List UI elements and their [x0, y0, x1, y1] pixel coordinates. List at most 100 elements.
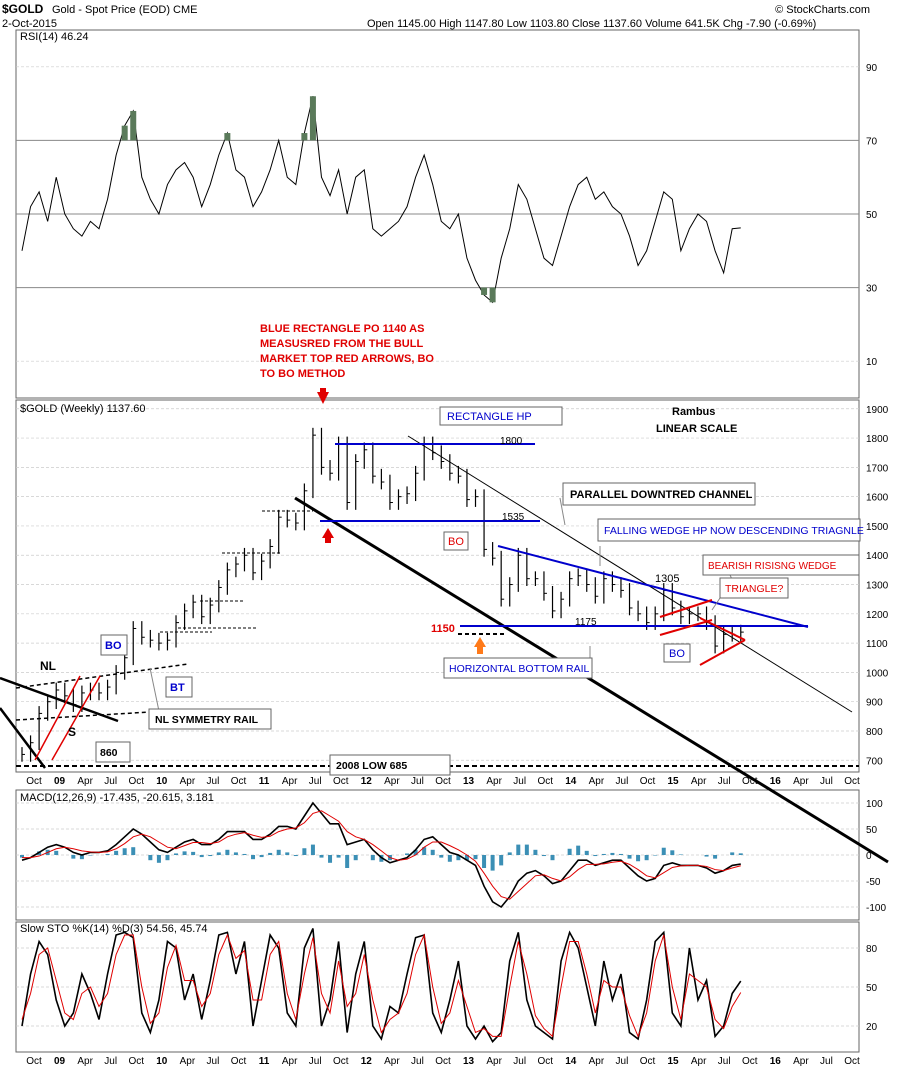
price-x-tick-label: Jul — [411, 776, 424, 787]
price-x-tick-label: Oct — [844, 776, 860, 787]
macd-histogram-bar — [122, 848, 127, 855]
series-layer — [20, 96, 744, 1043]
bottom-red-arrow-stem — [325, 536, 331, 543]
macd-histogram-bar — [336, 855, 341, 858]
macd-histogram-bar — [636, 855, 641, 862]
macd-histogram-bar — [644, 855, 649, 861]
macd-histogram-bar — [353, 855, 358, 861]
nl-label: NL — [40, 659, 56, 673]
linear-scale-label: LINEAR SCALE — [656, 423, 737, 435]
channel-callout-pointer — [559, 497, 566, 526]
sto-x-tick-label: Apr — [793, 1056, 809, 1067]
macd-histogram-bar — [464, 855, 469, 861]
bo1-box — [443, 531, 469, 551]
sto-x-tick-label: Apr — [180, 1056, 196, 1067]
rectangle-hp-box — [439, 406, 563, 426]
channel-upper-line — [407, 435, 853, 713]
macd-histogram-bar — [576, 845, 581, 855]
sto-x-tick-label: 13 — [463, 1056, 475, 1067]
rsi-tick-label: 30 — [866, 284, 878, 295]
level-1150-label: 1150 — [431, 623, 455, 635]
bt-box — [165, 676, 193, 698]
macd-histogram-bar — [456, 855, 461, 861]
sto-x-tick-label: Jul — [718, 1056, 731, 1067]
price-x-tick-label: Jul — [718, 776, 731, 787]
macd-histogram-bar — [490, 855, 495, 871]
early-red-line-1 — [34, 675, 81, 761]
sto-x-tick-label: Jul — [309, 1056, 322, 1067]
price-x-tick-label: 12 — [361, 776, 373, 787]
price-x-tick-label: Jul — [207, 776, 220, 787]
price-tick-label: 1400 — [866, 551, 889, 562]
sto-x-tick-label: Jul — [104, 1056, 117, 1067]
macd-histogram-bar — [285, 852, 290, 855]
macd-histogram-bar — [208, 855, 213, 857]
macd-histogram-bar — [148, 855, 153, 861]
price-x-tick-label: Oct — [231, 776, 247, 787]
sto-x-tick-label: Oct — [128, 1056, 144, 1067]
macd-histogram-bar — [114, 850, 119, 855]
wedge-lower-red — [659, 619, 713, 636]
macd-histogram-bar — [251, 855, 256, 860]
triangle-upper-red — [699, 617, 746, 641]
macd-histogram-bar — [610, 852, 615, 855]
macd-histogram-bar — [268, 852, 273, 855]
macd-histogram-bar — [328, 855, 333, 863]
macd-histogram-bar — [88, 855, 93, 856]
early-downtrend-line-1 — [0, 676, 119, 723]
price-tick-label: 1800 — [866, 434, 889, 445]
sto-x-tick-label: Jul — [411, 1056, 424, 1067]
price-tick-label: 1100 — [866, 639, 888, 650]
orange-arrow-up — [474, 637, 486, 647]
stochastic-tick-label: 50 — [866, 983, 878, 994]
price-x-tick-label: Oct — [537, 776, 553, 787]
neckline-line — [15, 663, 189, 689]
sto-x-tick-label: 14 — [565, 1056, 577, 1067]
price-tick-label: 1000 — [866, 668, 889, 679]
macd-histogram-bar — [670, 850, 675, 855]
macd-histogram-bar — [310, 844, 315, 855]
price-x-tick-label: Jul — [820, 776, 833, 787]
macd-histogram-bar — [174, 853, 179, 855]
top-red-arrow-down — [317, 392, 329, 404]
bt-label: BT — [170, 682, 185, 694]
horizontal-rail-box — [443, 657, 593, 679]
price-tick-label: 1900 — [866, 405, 889, 416]
level-1800-label: 1800 — [500, 436, 523, 447]
nl-symmetry-label: NL SYMMETRY RAIL — [155, 714, 259, 726]
macd-histogram-bar — [319, 855, 324, 858]
macd-histogram-bar — [730, 852, 735, 855]
price-x-tick-label: Jul — [513, 776, 526, 787]
low-2008-label: 2008 LOW 685 — [336, 760, 407, 772]
macd-histogram-bar — [550, 855, 555, 861]
macd-title: MACD(12,26,9) -17.435, -20.615, 3.181 — [20, 792, 214, 804]
symbol-description: Gold - Spot Price (EOD) CME — [52, 4, 197, 16]
macd-histogram-bar — [225, 849, 230, 855]
macd-histogram-bar — [293, 855, 298, 857]
macd-signal-line — [22, 810, 741, 900]
macd-histogram-bar — [370, 855, 375, 861]
sto-x-tick-label: Oct — [435, 1056, 451, 1067]
macd-histogram-bar — [276, 849, 281, 855]
sto-x-tick-label: Oct — [231, 1056, 247, 1067]
low-2008-box — [329, 754, 451, 776]
sto-x-tick-label: Oct — [333, 1056, 349, 1067]
falling-wedge-top-line — [497, 545, 809, 628]
channel-lower-line — [294, 496, 889, 864]
macd-histogram-bar — [233, 852, 238, 855]
macd-histogram-bar — [473, 855, 478, 860]
bearish-wedge-label: BEARISH RISISNG WEDGE — [708, 561, 837, 572]
sto-x-tick-label: Jul — [207, 1056, 220, 1067]
price-x-tick-label: 09 — [54, 776, 66, 787]
top-red-arrow-stem — [320, 388, 326, 394]
bo1-label: BO — [448, 536, 464, 548]
bo2-box — [100, 634, 128, 656]
nl-symmetry-rail-line — [15, 711, 151, 721]
macd-histogram-bar — [618, 853, 623, 855]
price-x-tick-label: Apr — [589, 776, 605, 787]
macd-histogram-bar — [165, 855, 170, 861]
macd-histogram-bar — [678, 854, 683, 855]
triangle-q-label: TRIANGLE? — [725, 583, 784, 595]
macd-histogram-bar — [661, 847, 666, 855]
